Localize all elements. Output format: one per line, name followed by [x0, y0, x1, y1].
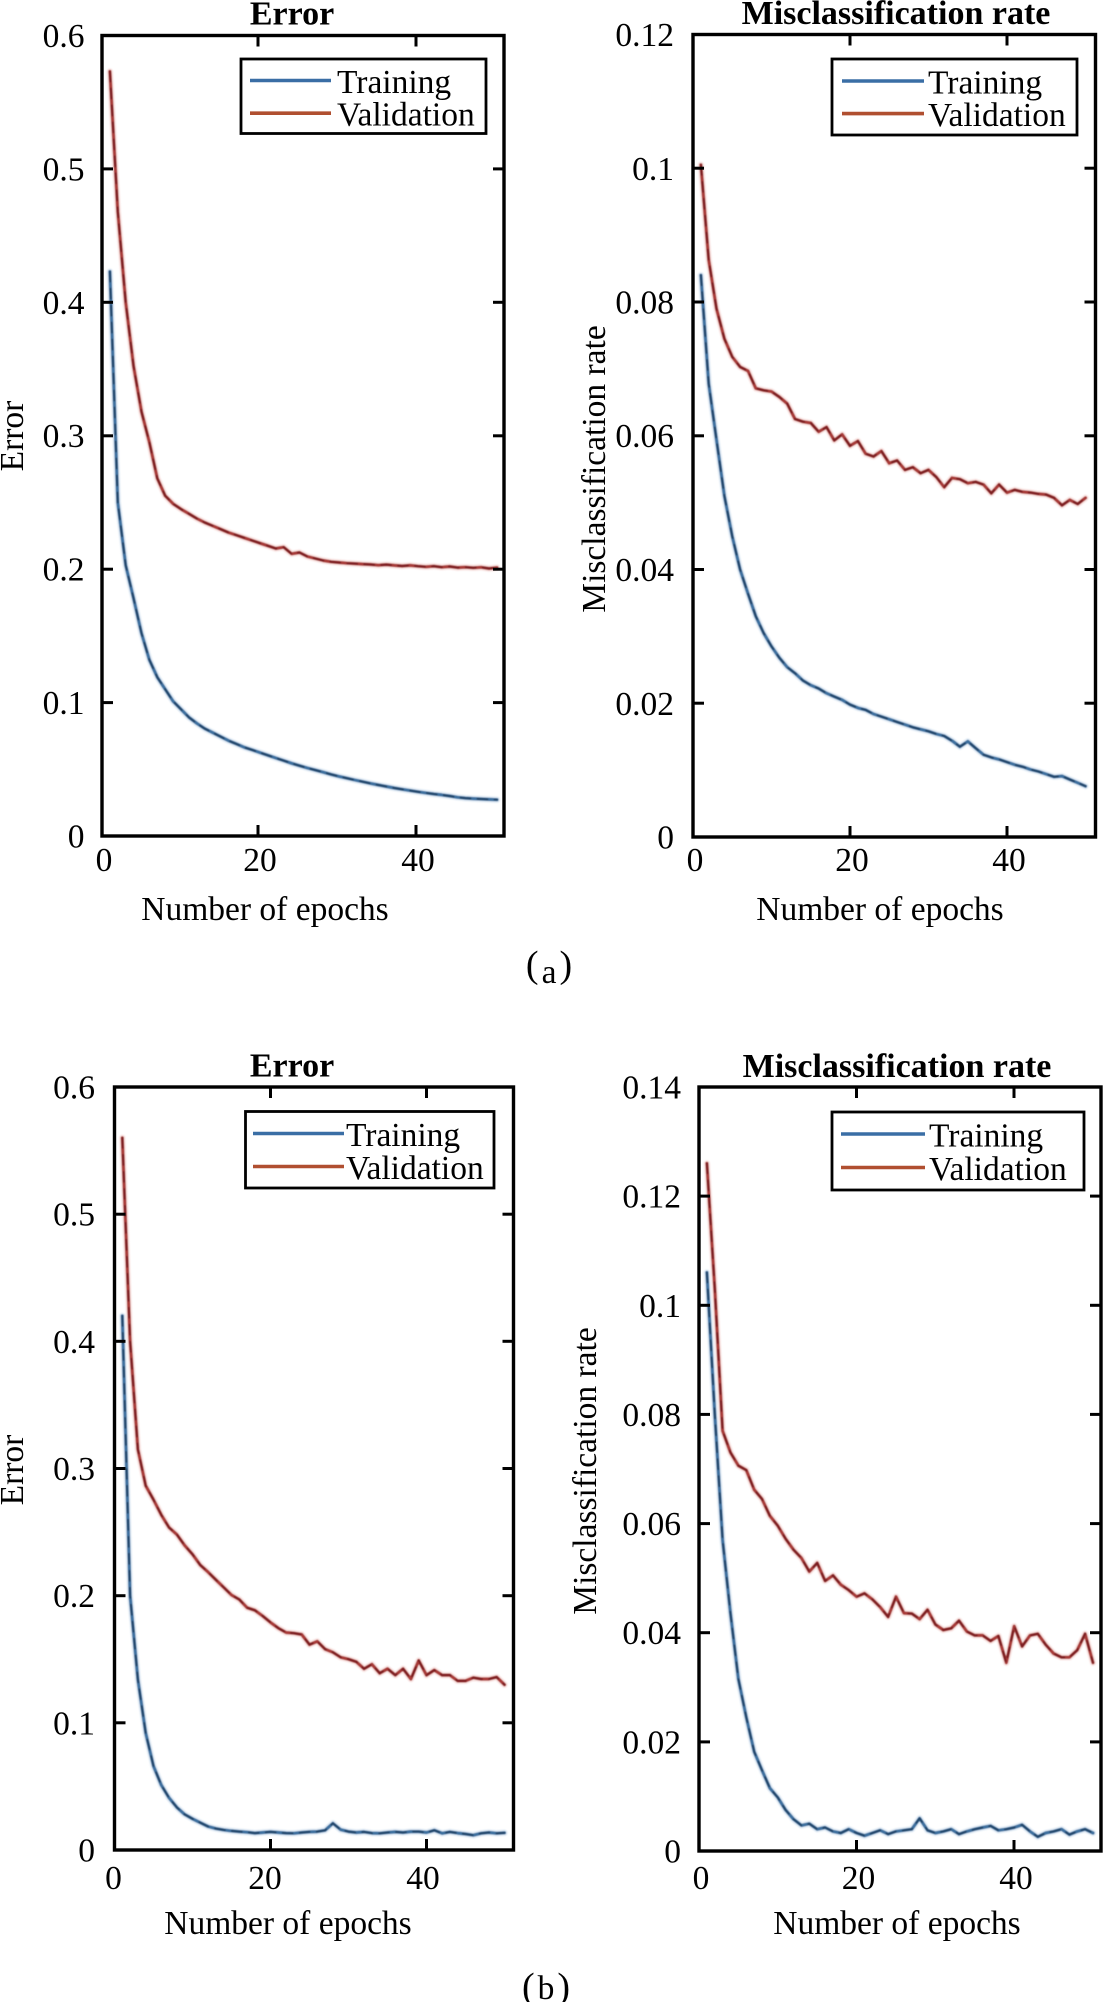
svg-text:0.02: 0.02 — [622, 1724, 681, 1761]
svg-text:Validation: Validation — [928, 97, 1066, 134]
svg-text:Number of epochs: Number of epochs — [141, 891, 388, 928]
svg-text:0.2: 0.2 — [43, 552, 85, 589]
svg-text:0: 0 — [68, 819, 85, 856]
svg-text:Misclassification rate: Misclassification rate — [742, 0, 1051, 32]
svg-text:Error: Error — [250, 0, 334, 33]
svg-text:0: 0 — [78, 1833, 95, 1870]
svg-text:Training: Training — [928, 65, 1042, 102]
svg-text:0.2: 0.2 — [53, 1578, 95, 1615]
svg-text:0: 0 — [657, 820, 674, 857]
svg-text:Validation: Validation — [337, 97, 475, 134]
svg-text:Number of epochs: Number of epochs — [773, 1905, 1020, 1942]
svg-text:Misclassification rate: Misclassification rate — [567, 1327, 604, 1614]
svg-text:40: 40 — [401, 842, 435, 879]
svg-text:Error: Error — [250, 1048, 334, 1085]
svg-text:Error: Error — [0, 1435, 31, 1506]
svg-text:0.12: 0.12 — [615, 17, 674, 54]
svg-text:0.4: 0.4 — [53, 1324, 95, 1361]
svg-text:Training: Training — [929, 1118, 1043, 1155]
svg-text:0.04: 0.04 — [622, 1615, 681, 1652]
svg-text:Training: Training — [337, 64, 451, 101]
svg-text:40: 40 — [999, 1860, 1033, 1897]
svg-text:40: 40 — [992, 842, 1026, 879]
svg-text:0.5: 0.5 — [53, 1197, 95, 1234]
svg-text:0: 0 — [693, 1860, 710, 1897]
svg-text:0.08: 0.08 — [622, 1397, 681, 1434]
svg-text:0.08: 0.08 — [615, 285, 674, 322]
svg-text:0.1: 0.1 — [632, 151, 674, 188]
svg-text:Validation: Validation — [346, 1150, 484, 1187]
svg-text:(b): (b) — [522, 1966, 570, 2002]
svg-text:Validation: Validation — [929, 1151, 1067, 1188]
svg-text:0: 0 — [687, 842, 704, 879]
svg-text:0.04: 0.04 — [615, 552, 674, 589]
svg-text:0: 0 — [96, 842, 113, 879]
svg-text:0.02: 0.02 — [615, 686, 674, 723]
svg-text:20: 20 — [243, 842, 277, 879]
svg-text:20: 20 — [248, 1860, 282, 1897]
svg-text:Number of epochs: Number of epochs — [756, 891, 1003, 928]
svg-text:20: 20 — [842, 1860, 876, 1897]
svg-text:(a): (a) — [526, 944, 572, 991]
svg-text:Training: Training — [346, 1117, 460, 1154]
svg-text:Misclassification rate: Misclassification rate — [743, 1048, 1052, 1085]
svg-text:0: 0 — [105, 1860, 122, 1897]
svg-text:40: 40 — [406, 1860, 440, 1897]
svg-text:0.1: 0.1 — [53, 1705, 95, 1742]
svg-text:Misclassification rate: Misclassification rate — [576, 325, 613, 612]
svg-text:0: 0 — [664, 1834, 681, 1871]
svg-text:0.12: 0.12 — [622, 1179, 681, 1216]
svg-text:Error: Error — [0, 401, 31, 472]
svg-text:0.3: 0.3 — [53, 1451, 95, 1488]
svg-text:20: 20 — [835, 842, 869, 879]
svg-text:0.4: 0.4 — [43, 285, 85, 322]
svg-text:0.06: 0.06 — [615, 418, 674, 455]
svg-text:0.1: 0.1 — [43, 685, 85, 722]
svg-text:0.5: 0.5 — [43, 151, 85, 188]
svg-text:0.6: 0.6 — [53, 1070, 95, 1107]
svg-text:0.14: 0.14 — [622, 1070, 681, 1107]
svg-text:Number of epochs: Number of epochs — [164, 1905, 411, 1942]
svg-text:0.06: 0.06 — [622, 1506, 681, 1543]
svg-text:0.6: 0.6 — [43, 18, 85, 55]
svg-text:0.1: 0.1 — [639, 1288, 681, 1325]
svg-text:0.3: 0.3 — [43, 418, 85, 455]
